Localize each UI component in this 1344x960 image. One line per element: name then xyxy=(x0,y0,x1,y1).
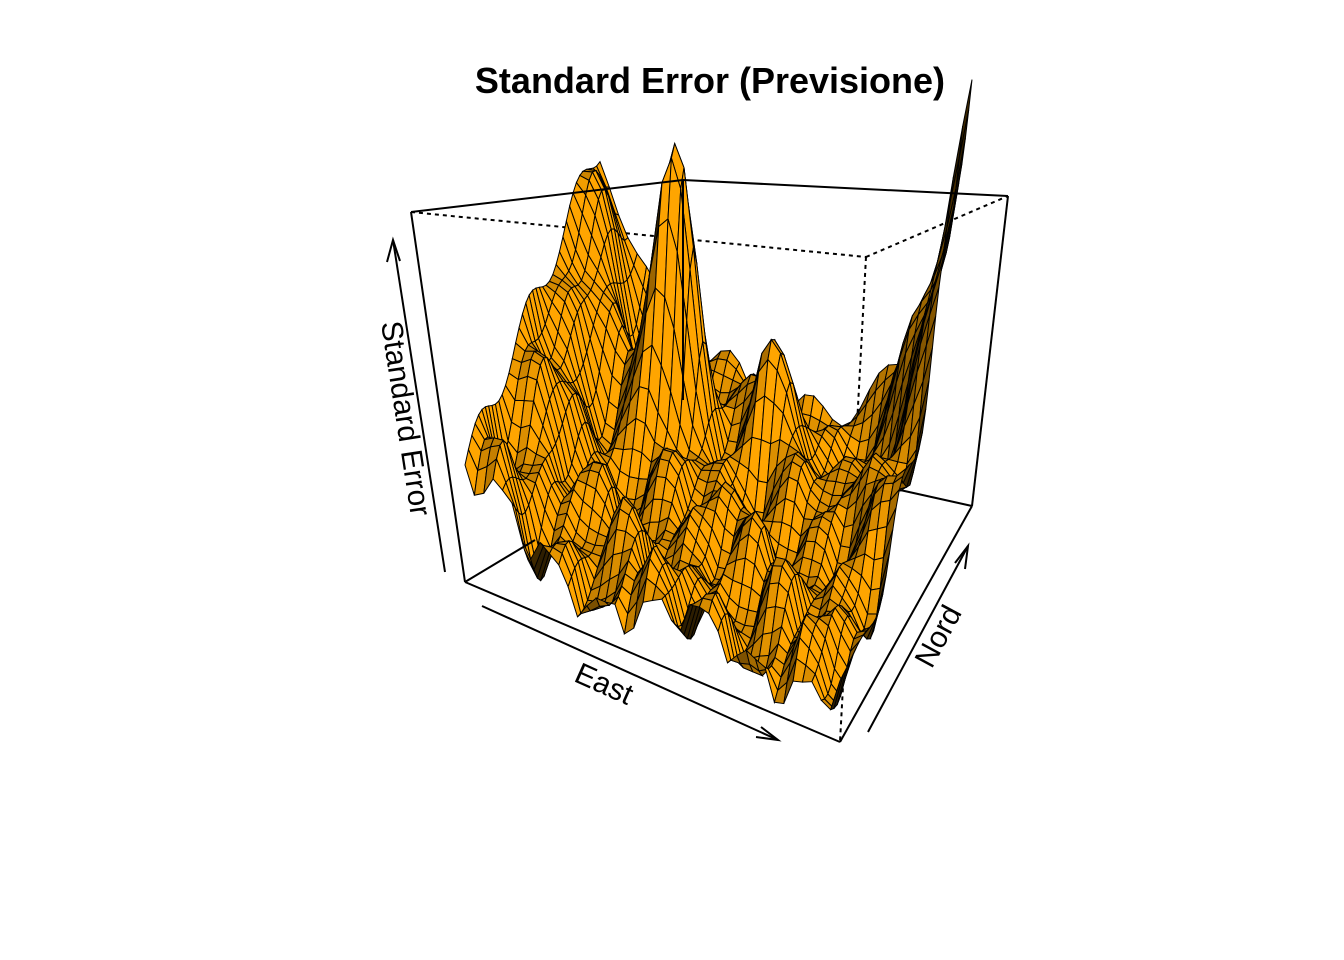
axis-arrows xyxy=(386,236,970,742)
y-axis-arrowhead xyxy=(954,542,970,570)
box-edge-left-vertical xyxy=(410,211,466,583)
box-edge-back-top-right xyxy=(865,195,1009,258)
chart-title: Standard Error (Previsione) xyxy=(475,60,945,101)
box-edge-top-left xyxy=(410,179,684,213)
surface-mesh xyxy=(464,79,973,711)
box-edge-bottom-right xyxy=(839,505,973,743)
y-axis-arrow xyxy=(867,545,969,733)
z-axis-arrow xyxy=(392,239,446,573)
box-edge-bottom-left-back xyxy=(464,539,536,583)
box-edge-top-right xyxy=(682,179,1009,197)
surface-facet xyxy=(829,673,844,711)
box-edge-bottom-right-back xyxy=(899,489,973,507)
z-axis-arrowhead xyxy=(386,236,401,263)
x-axis-arrow xyxy=(481,605,779,741)
box-edge-right-vertical xyxy=(971,195,1009,507)
box-edge-bottom-front xyxy=(464,581,841,743)
box-front-edges xyxy=(410,179,1009,743)
x-axis-arrowhead xyxy=(755,726,782,742)
